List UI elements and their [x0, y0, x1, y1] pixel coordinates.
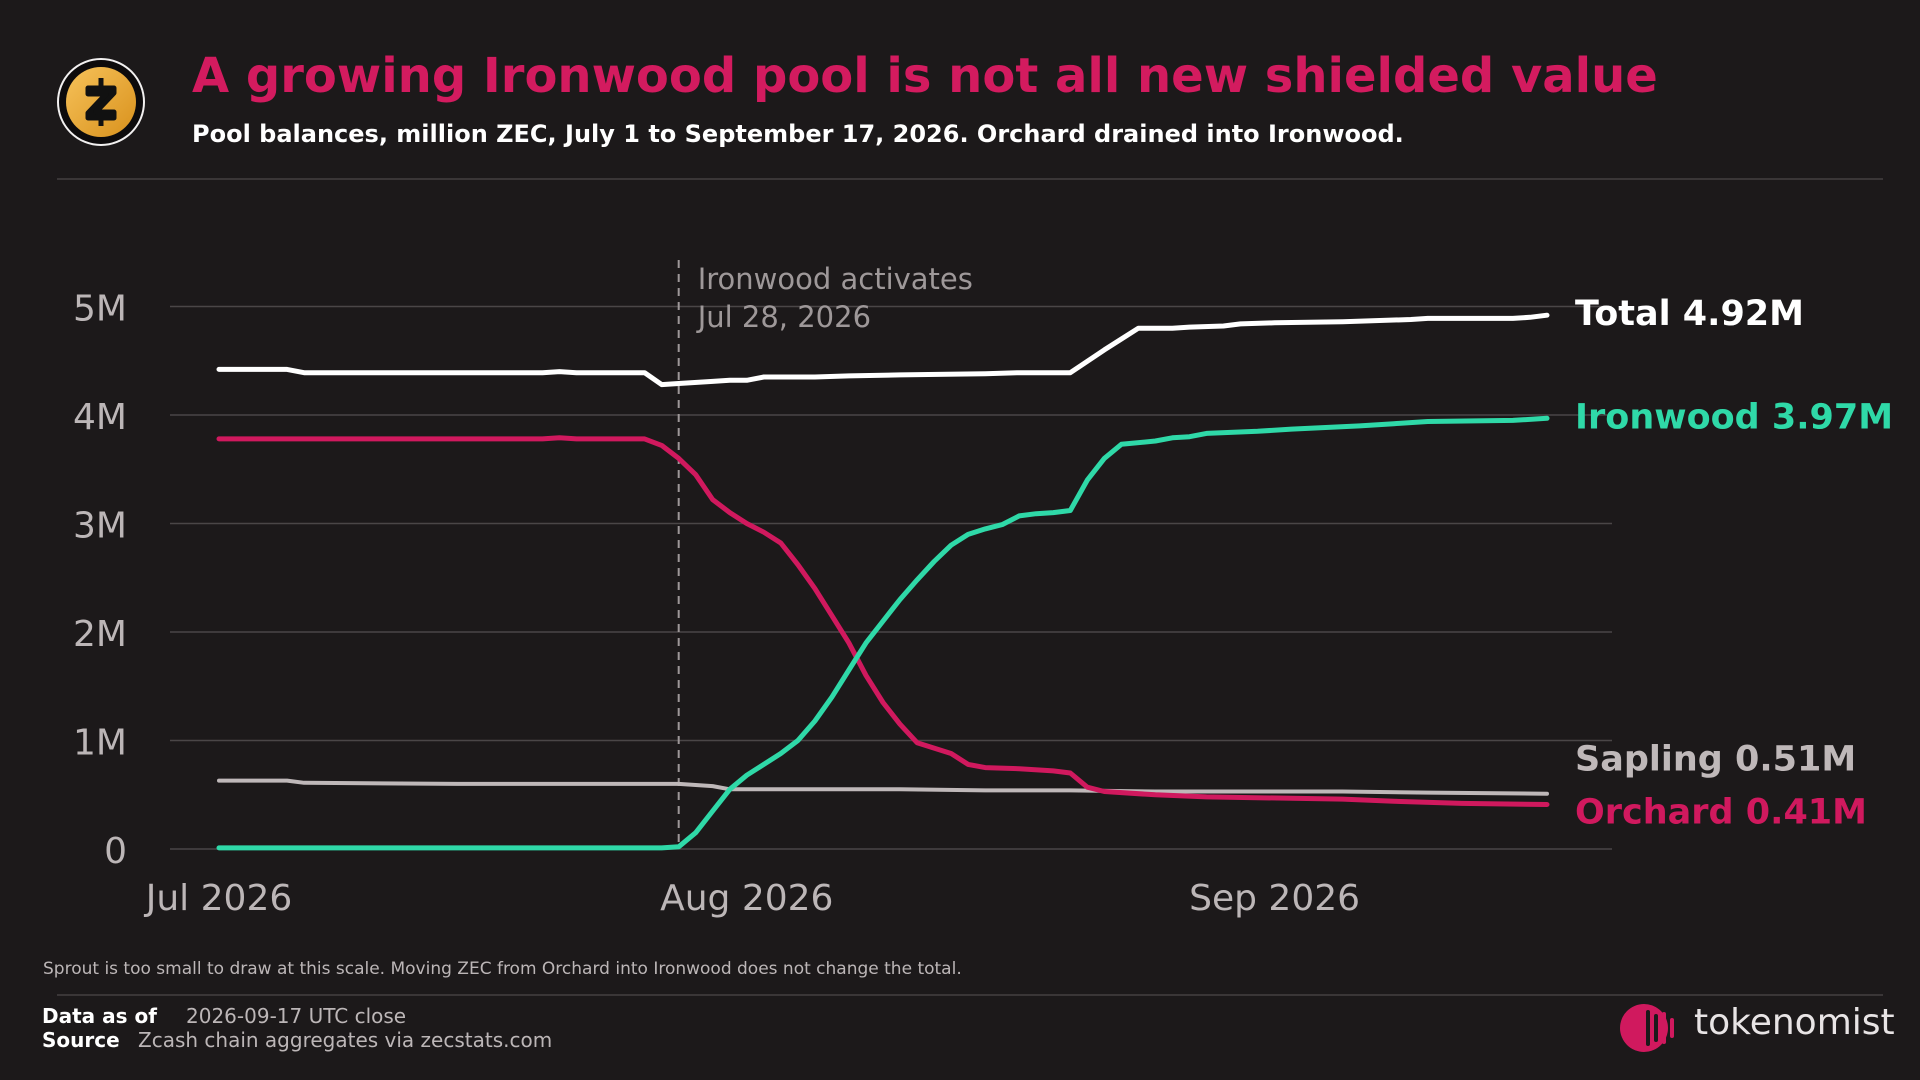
- series-label-orchard: Orchard 0.41M: [1575, 793, 1867, 833]
- x-tick-label: Aug 2026: [660, 878, 833, 919]
- series-end-labels: Total 4.92M Ironwood 3.97M Sapling 0.51M Or…: [1575, 294, 1893, 832]
- brand-name: tokenomist: [1694, 1002, 1895, 1043]
- tokenomist-logo-icon: [1620, 1004, 1674, 1052]
- data-as-of-label: Data as of: [42, 1004, 157, 1028]
- series-line-ironwood: [216, 415, 1550, 851]
- pool-balance-chart: Ironwood activates Jul 28, 2026 0 1M 2M 3M 4M…: [73, 260, 1893, 919]
- chart-subtitle: Pool balances, million ZEC, July 1 to Se…: [192, 120, 1404, 148]
- zcash-logo-icon: [57, 58, 145, 146]
- chart-title: A growing Ironwood pool is not all new s…: [192, 48, 1658, 104]
- header-divider: [57, 178, 1883, 180]
- series-lines: [216, 312, 1550, 851]
- data-as-of-row: Data as of 2026-09-17 UTC close: [42, 1004, 406, 1028]
- y-axis-ticks: 0 1M 2M 3M 4M 5M: [73, 289, 127, 873]
- x-tick-label: Sep 2026: [1189, 878, 1360, 919]
- x-tick-label: Jul 2026: [144, 878, 293, 919]
- annotation-line2: Jul 28, 2026: [696, 300, 871, 334]
- series-line-orchard: [216, 435, 1550, 807]
- source-value: Zcash chain aggregates via zecstats.com: [138, 1028, 553, 1052]
- activation-annotation: Ironwood activates Jul 28, 2026: [677, 260, 973, 849]
- y-tick-label: 3M: [73, 506, 127, 547]
- y-tick-label: 0: [104, 831, 127, 872]
- source-row: Source Zcash chain aggregates via zecstat…: [42, 1028, 552, 1052]
- x-axis-ticks: Jul 2026 Aug 2026 Sep 2026: [144, 878, 1360, 919]
- footer-divider: [57, 994, 1883, 996]
- series-label-sapling: Sapling 0.51M: [1575, 740, 1856, 780]
- y-tick-label: 5M: [73, 289, 127, 330]
- series-line-total: [216, 312, 1550, 388]
- y-tick-label: 1M: [73, 723, 127, 764]
- y-tick-label: 2M: [73, 614, 127, 655]
- footnote: Sprout is too small to draw at this scal…: [43, 959, 962, 979]
- series-line-sapling: [217, 778, 1549, 796]
- source-label: Source: [42, 1028, 120, 1052]
- data-as-of-value: 2026-09-17 UTC close: [186, 1004, 407, 1028]
- series-label-ironwood: Ironwood 3.97M: [1575, 397, 1893, 437]
- y-tick-label: 4M: [73, 397, 127, 438]
- annotation-line1: Ironwood activates: [698, 262, 973, 296]
- series-label-total: Total 4.92M: [1575, 294, 1804, 334]
- grid-lines: [170, 305, 1612, 850]
